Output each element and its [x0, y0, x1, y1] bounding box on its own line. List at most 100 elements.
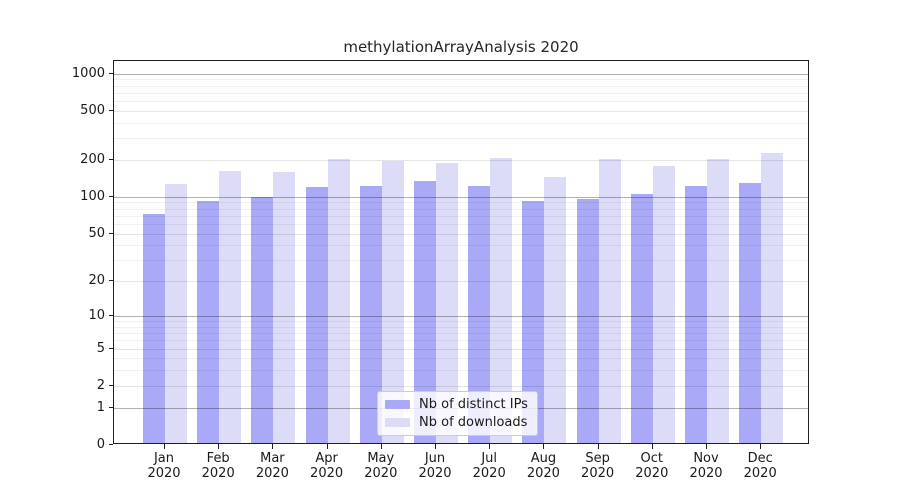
x-tick-month: Jan: [153, 451, 175, 466]
minor-gridline: [114, 326, 808, 328]
x-tick-mark: [597, 444, 599, 449]
y-tick-mark: [109, 195, 113, 197]
legend-item-distinct-ips: Nb of distinct IPs: [385, 397, 528, 412]
y-tick-mark: [109, 72, 113, 74]
x-tick-year: 2020: [689, 466, 723, 481]
legend-swatch-distinct-ips: [385, 400, 410, 409]
x-tick-year: 2020: [472, 466, 506, 481]
minor-gridline: [114, 340, 808, 342]
x-tick-label: Jul 2020: [459, 451, 519, 481]
x-tick-year: 2020: [581, 466, 615, 481]
major-gridline: [114, 281, 808, 283]
x-tick-month: Sep: [585, 451, 610, 466]
minor-gridline: [114, 321, 808, 323]
bar-downloads: [327, 158, 350, 443]
x-tick-mark: [543, 444, 545, 449]
bar-distinct-ips: [251, 196, 274, 443]
y-tick-mark: [109, 347, 113, 349]
x-tick-month: Mar: [260, 451, 285, 466]
x-tick-mark: [380, 444, 382, 449]
y-tick-label: 1000: [71, 65, 105, 81]
x-tick-month: Dec: [747, 451, 773, 466]
gridlines-layer: [114, 61, 808, 443]
x-tick-month: Apr: [315, 451, 338, 466]
y-tick-label: 1: [96, 399, 105, 415]
minor-gridline: [114, 358, 808, 360]
bar-distinct-ips: [739, 183, 762, 443]
x-tick-mark: [706, 444, 707, 449]
legend-item-downloads: Nb of downloads: [385, 415, 528, 430]
y-tick-mark: [109, 315, 113, 317]
x-tick-mark: [272, 444, 274, 449]
y-tick-label: 20: [88, 273, 105, 289]
x-tick-month: Jul: [481, 451, 498, 466]
bar-distinct-ips: [197, 200, 220, 443]
y-tick-label: 2: [96, 377, 105, 393]
x-tick-month: May: [367, 451, 395, 466]
bar-distinct-ips: [630, 194, 653, 443]
bar-distinct-ips: [143, 213, 165, 443]
minor-gridline: [114, 370, 808, 372]
y-tick-label: 100: [80, 188, 105, 204]
minor-gridline: [114, 215, 808, 217]
x-tick-label: Sep 2020: [568, 451, 628, 481]
x-tick-year: 2020: [310, 466, 344, 481]
y-tick-mark: [109, 232, 113, 234]
x-tick-year: 2020: [147, 466, 181, 481]
x-tick-mark: [435, 444, 436, 449]
x-tick-month: Aug: [530, 451, 557, 466]
major-gridline: [114, 73, 808, 75]
legend: Nb of distinct IPs Nb of downloads: [377, 391, 538, 436]
x-tick-label: Jun 2020: [405, 451, 465, 481]
y-tick-label: 50: [88, 225, 105, 241]
x-tick-month: Feb: [206, 451, 230, 466]
minor-gridline: [114, 245, 808, 247]
bar-downloads: [707, 158, 729, 443]
x-tick-label: Aug 2020: [513, 451, 573, 481]
x-tick-label: Oct 2020: [622, 451, 682, 481]
major-gridline: [114, 233, 808, 235]
y-tick-label: 0: [96, 437, 105, 452]
minor-gridline: [114, 208, 808, 210]
y-tick-label: 500: [80, 102, 105, 118]
bar-downloads: [273, 172, 296, 443]
bar-downloads: [761, 152, 784, 443]
minor-gridline: [114, 202, 808, 204]
x-tick-mark: [651, 444, 653, 449]
y-tick-mark: [109, 406, 113, 408]
x-tick-month: Nov: [693, 451, 719, 466]
minor-gridline: [114, 138, 808, 140]
minor-gridline: [114, 85, 808, 87]
minor-gridline: [114, 79, 808, 81]
bar-distinct-ips: [305, 186, 328, 443]
bar-downloads: [219, 171, 242, 443]
bar-downloads: [544, 176, 567, 443]
x-tick-label: Nov 2020: [676, 451, 736, 481]
x-tick-mark: [326, 444, 328, 449]
x-tick-label: Jan 2020: [134, 451, 194, 481]
minor-gridline: [114, 122, 808, 124]
minor-gridline: [114, 101, 808, 102]
x-tick-year: 2020: [364, 466, 398, 481]
bar-downloads: [165, 184, 187, 443]
x-tick-mark: [218, 444, 220, 449]
y-tick-mark: [109, 280, 113, 282]
major-gridline: [114, 159, 808, 161]
legend-label-downloads: Nb of downloads: [419, 415, 528, 430]
legend-swatch-downloads: [385, 418, 410, 427]
x-tick-mark: [164, 444, 165, 449]
x-tick-mark: [489, 444, 491, 449]
bars-layer: [114, 61, 808, 443]
x-tick-label: Mar 2020: [242, 451, 302, 481]
x-tick-year: 2020: [201, 466, 235, 481]
y-tick-label: 5: [96, 340, 105, 356]
x-tick-year: 2020: [526, 466, 560, 481]
x-tick-label: May 2020: [351, 451, 411, 481]
major-gridline: [114, 196, 808, 198]
bar-downloads: [598, 158, 621, 443]
minor-gridline: [114, 260, 808, 262]
x-tick-label: Dec 2020: [730, 451, 790, 481]
x-tick-year: 2020: [418, 466, 452, 481]
x-tick-label: Apr 2020: [297, 451, 357, 481]
